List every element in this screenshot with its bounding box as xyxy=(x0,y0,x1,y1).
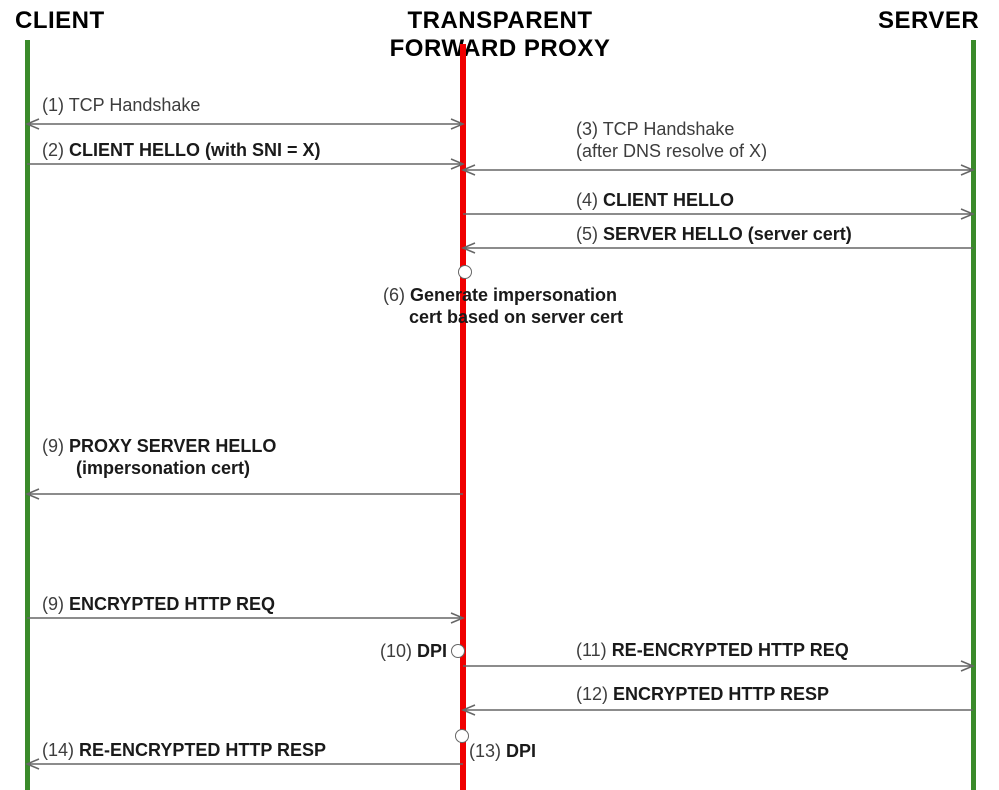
arrows-layer xyxy=(0,0,999,790)
event-circle-dpi-resp xyxy=(455,729,469,743)
proxy-lifeline xyxy=(460,44,466,790)
label-tcp-handshake-2a: (3) TCP Handshake xyxy=(576,119,734,140)
label-proxy-server-hello-b: (impersonation cert) xyxy=(76,458,250,479)
label-reencrypted-http-req: (11) RE-ENCRYPTED HTTP REQ xyxy=(576,640,849,661)
label-encrypted-http-req: (9) ENCRYPTED HTTP REQ xyxy=(42,594,275,615)
event-circle-dpi-req xyxy=(451,644,465,658)
sequence-diagram: CLIENT TRANSPARENT FORWARD PROXY SERVER … xyxy=(0,0,999,790)
label-reencrypted-http-resp: (14) RE-ENCRYPTED HTTP RESP xyxy=(42,740,326,761)
proxy-heading: TRANSPARENT FORWARD PROXY xyxy=(390,7,611,62)
client-heading: CLIENT xyxy=(15,7,105,35)
label-generate-cert-a: (6) Generate impersonation xyxy=(383,285,617,306)
label-generate-cert-b: cert based on server cert xyxy=(409,307,623,328)
label-encrypted-http-resp: (12) ENCRYPTED HTTP RESP xyxy=(576,684,829,705)
label-dpi-resp: (13) DPI xyxy=(469,741,536,762)
label-tcp-handshake-2b: (after DNS resolve of X) xyxy=(576,141,767,162)
label-proxy-server-hello-a: (9) PROXY SERVER HELLO xyxy=(42,436,276,457)
label-client-hello-proxy: (4) CLIENT HELLO xyxy=(576,190,734,211)
label-dpi-req: (10) DPI xyxy=(380,641,447,662)
label-server-hello: (5) SERVER HELLO (server cert) xyxy=(576,224,852,245)
label-client-hello-sni: (2) CLIENT HELLO (with SNI = X) xyxy=(42,140,321,161)
server-heading: SERVER xyxy=(878,7,979,35)
label-tcp-handshake-1: (1) TCP Handshake xyxy=(42,95,200,116)
server-lifeline xyxy=(971,40,976,790)
client-lifeline xyxy=(25,40,30,790)
event-circle-generate-cert xyxy=(458,265,472,279)
